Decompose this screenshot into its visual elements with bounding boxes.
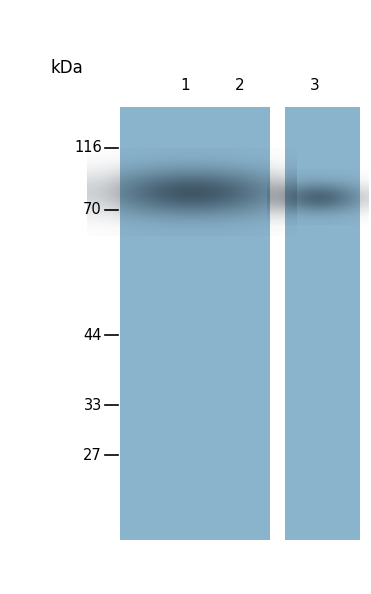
Bar — [120, 107, 270, 540]
Text: kDa: kDa — [50, 59, 83, 77]
Text: 2: 2 — [235, 77, 245, 93]
Bar — [285, 107, 360, 540]
Text: 44: 44 — [83, 327, 102, 343]
Text: 70: 70 — [83, 203, 102, 217]
Text: 33: 33 — [84, 397, 102, 412]
Text: 3: 3 — [310, 77, 320, 93]
Text: 1: 1 — [180, 77, 190, 93]
Text: 27: 27 — [83, 447, 102, 463]
Text: 116: 116 — [74, 141, 102, 156]
